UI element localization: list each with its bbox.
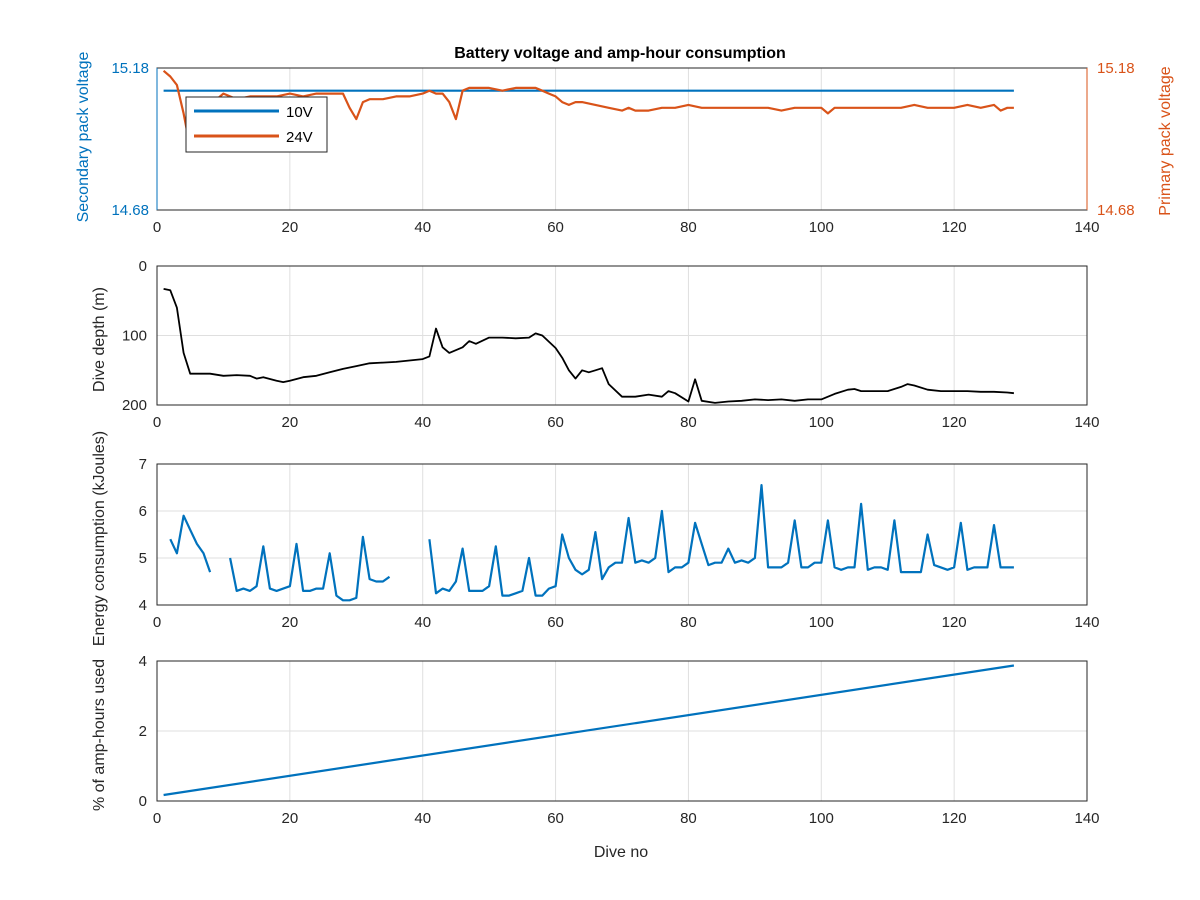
series-line-panel2 xyxy=(163,288,1014,404)
x-tick-label: 80 xyxy=(680,414,697,431)
y-tick-label: 2 xyxy=(139,723,147,740)
x-tick-label: 140 xyxy=(1074,810,1099,827)
x-tick-label: 40 xyxy=(414,810,431,827)
x-tick-label: 0 xyxy=(153,219,161,236)
x-tick-label: 40 xyxy=(414,219,431,236)
y-tick-label-right: 14.68 xyxy=(1097,202,1135,219)
x-tick-label: 140 xyxy=(1074,614,1099,631)
x-tick-label: 120 xyxy=(942,614,967,631)
x-tick-label: 100 xyxy=(809,810,834,827)
ylabel-primary-pack-voltage: Primary pack voltage xyxy=(1157,66,1174,215)
y-tick-label: 4 xyxy=(139,597,147,614)
x-tick-label: 60 xyxy=(547,414,564,431)
x-tick-label: 140 xyxy=(1074,219,1099,236)
axes-frame-2 xyxy=(156,265,1088,406)
plot-area-3 xyxy=(157,464,1087,605)
y-tick-label: 6 xyxy=(139,503,147,520)
x-tick-label: 80 xyxy=(680,810,697,827)
y-tick-label: 4 xyxy=(139,653,147,670)
x-tick-label: 0 xyxy=(153,414,161,431)
series-line-panel3 xyxy=(169,514,212,573)
x-tick-label: 120 xyxy=(942,414,967,431)
x-tick-label: 120 xyxy=(942,219,967,236)
x-tick-label: 100 xyxy=(809,219,834,236)
y-tick-label-right: 15.18 xyxy=(1097,60,1135,77)
legend: 10V 24V xyxy=(185,96,328,153)
ylabel-amp-hours-used: % of amp-hours used xyxy=(91,659,108,811)
axes-frame-3 xyxy=(156,463,1088,606)
y-tick-label: 200 xyxy=(122,397,147,414)
y-tick-label-left: 14.68 xyxy=(111,202,149,219)
x-tick-label: 80 xyxy=(680,614,697,631)
x-tick-label: 120 xyxy=(942,810,967,827)
y-tick-label: 0 xyxy=(139,258,147,275)
ylabel-dive-depth: Dive depth (m) xyxy=(91,287,108,392)
x-tick-label: 0 xyxy=(153,614,161,631)
series-line-panel3 xyxy=(229,535,391,602)
axes-frame-4 xyxy=(156,660,1088,802)
y-tick-label: 0 xyxy=(139,793,147,810)
x-tick-label: 80 xyxy=(680,219,697,236)
x-tick-label: 140 xyxy=(1074,414,1099,431)
x-tick-label: 40 xyxy=(414,614,431,631)
x-tick-label: 100 xyxy=(809,614,834,631)
x-tick-label: 60 xyxy=(547,810,564,827)
legend-label-10v: 10V xyxy=(286,104,313,121)
chart-title: Battery voltage and amp-hour consumption xyxy=(454,45,786,62)
xlabel-dive-no: Dive no xyxy=(594,844,648,861)
x-tick-label: 20 xyxy=(282,219,299,236)
series-line-24v xyxy=(162,69,1014,152)
x-tick-label: 40 xyxy=(414,414,431,431)
series-line-panel4 xyxy=(163,664,1015,797)
x-tick-label: 100 xyxy=(809,414,834,431)
x-tick-label: 20 xyxy=(282,414,299,431)
y-tick-label-left: 15.18 xyxy=(111,60,149,77)
x-tick-label: 20 xyxy=(282,810,299,827)
x-tick-label: 0 xyxy=(153,810,161,827)
y-tick-label: 100 xyxy=(122,328,147,345)
series-line-panel3 xyxy=(428,484,1014,597)
x-tick-label: 60 xyxy=(547,219,564,236)
ylabel-secondary-pack-voltage: Secondary pack voltage xyxy=(75,52,92,223)
y-tick-label: 5 xyxy=(139,550,147,567)
legend-label-24v: 24V xyxy=(286,129,313,146)
x-tick-label: 20 xyxy=(282,614,299,631)
ylabel-energy-consumption: Energy consumption (kJoules) xyxy=(91,431,108,646)
x-tick-label: 60 xyxy=(547,614,564,631)
legend-box xyxy=(185,96,328,153)
y-tick-label: 7 xyxy=(139,456,147,473)
